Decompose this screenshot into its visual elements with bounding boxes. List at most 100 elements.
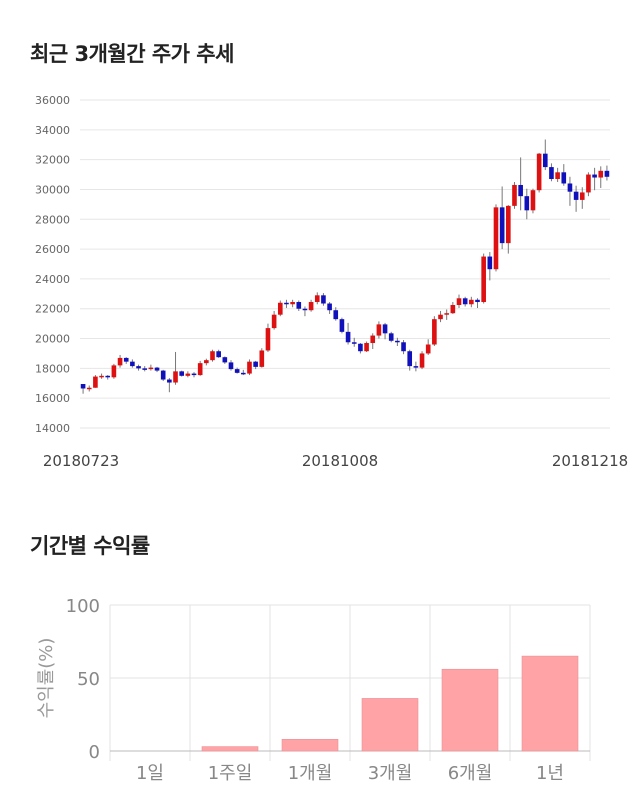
candle-down <box>179 371 184 376</box>
candle-up <box>290 302 295 305</box>
bar-x-tick: 1개월 <box>288 763 333 784</box>
candle-down <box>542 153 548 168</box>
candle-y-axis: 36000 34000 32000 30000 28000 26000 24000 22000… <box>35 94 70 435</box>
candle-down <box>333 310 339 320</box>
candle-down <box>142 368 148 370</box>
candle-down <box>358 343 363 352</box>
candle-up <box>265 328 271 351</box>
candle-up <box>271 314 277 329</box>
candle-up <box>450 305 456 314</box>
bar-y-tick: 100 <box>66 596 100 617</box>
candle-up <box>555 172 560 180</box>
candle-down <box>222 357 228 363</box>
candle-up <box>93 376 98 388</box>
candle-up <box>204 360 209 364</box>
candle-down <box>475 299 480 303</box>
candle-up <box>456 298 462 305</box>
candle-y-tick: 28000 <box>35 213 70 226</box>
candle-up <box>210 351 215 361</box>
candle-down <box>499 207 505 244</box>
x-tick-mid: 20181008 <box>302 452 378 470</box>
candle-up <box>598 170 604 178</box>
candle-down <box>524 196 530 211</box>
candle-down <box>592 174 597 178</box>
candle-up <box>173 371 178 383</box>
candle-down <box>284 302 289 305</box>
candle-down <box>561 172 567 184</box>
candle-y-tick: 34000 <box>35 124 70 137</box>
bar-x-tick: 1일 <box>136 763 164 784</box>
candle-up <box>432 319 437 345</box>
candle-down <box>395 340 400 343</box>
candle-y-tick: 22000 <box>35 303 70 316</box>
candle-series <box>80 139 610 394</box>
bar-x-tick: 1주일 <box>208 763 253 784</box>
candlestick-chart: 36000 34000 32000 30000 28000 26000 24000 22000… <box>35 94 628 470</box>
bar-x-axis: 1일 1주일 1개월 3개월 6개월 1년 <box>136 763 564 784</box>
candle-down <box>160 370 166 380</box>
candle-up <box>86 387 92 390</box>
candle-up <box>148 367 154 370</box>
candle-down <box>241 372 246 375</box>
candle-down <box>167 379 172 383</box>
bar-y-axis: 100 50 0 <box>66 596 100 763</box>
candle-down <box>518 184 523 197</box>
candle-y-tick: 24000 <box>35 273 70 286</box>
candle-down <box>228 362 234 370</box>
return-bar <box>201 746 259 752</box>
candle-down <box>407 351 413 367</box>
candle-down <box>80 384 86 389</box>
candle-down <box>253 361 258 367</box>
candle-y-tick: 36000 <box>35 94 70 107</box>
candle-up <box>469 299 474 305</box>
candle-down <box>345 331 351 343</box>
candle-down <box>327 303 332 311</box>
bar-y-axis-label: 수익률(%) <box>36 638 57 719</box>
candle-up <box>259 350 265 367</box>
candle-up <box>438 314 443 320</box>
candle-up <box>197 363 203 376</box>
x-tick-end: 20181218 <box>552 452 628 470</box>
bar-x-tick: 6개월 <box>448 763 493 784</box>
candle-y-tick: 18000 <box>35 362 70 375</box>
candle-up <box>364 343 369 352</box>
candle-up <box>536 153 542 191</box>
candle-gridlines <box>80 99 610 429</box>
candle-up <box>419 353 425 368</box>
candle-down <box>136 366 141 369</box>
candle-up <box>444 313 449 315</box>
return-bar <box>361 698 419 752</box>
candle-down <box>216 351 221 358</box>
return-bar <box>521 655 579 752</box>
candle-x-axis: 20180723 20181008 20181218 <box>43 452 628 470</box>
candle-down <box>296 302 302 309</box>
return-bar <box>441 668 499 752</box>
candle-y-tick: 20000 <box>35 333 70 346</box>
candle-up <box>111 365 117 378</box>
candle-up <box>247 361 252 374</box>
candle-down <box>321 295 326 304</box>
candle-down <box>105 375 111 378</box>
candle-down <box>549 167 554 180</box>
candle-down <box>191 373 197 376</box>
candle-down <box>123 357 129 362</box>
candle-y-tick: 26000 <box>35 243 70 256</box>
candle-up <box>530 190 536 211</box>
candle-y-tick: 14000 <box>35 422 70 435</box>
candle-up <box>277 302 283 315</box>
candle-up <box>425 344 431 354</box>
candle-down <box>413 366 419 368</box>
candle-down <box>130 361 135 367</box>
candle-down <box>382 324 388 334</box>
candle-y-tick: 16000 <box>35 392 70 405</box>
bar-y-tick: 0 <box>89 742 100 763</box>
period-returns-heading: 기간별 수익률 <box>30 534 150 558</box>
candle-down <box>487 256 493 270</box>
candle-down <box>339 319 345 332</box>
candle-up <box>506 205 511 244</box>
x-tick-start: 20180723 <box>43 452 119 470</box>
candle-down <box>388 333 394 341</box>
candle-down <box>567 183 573 192</box>
candle-down <box>604 170 610 177</box>
